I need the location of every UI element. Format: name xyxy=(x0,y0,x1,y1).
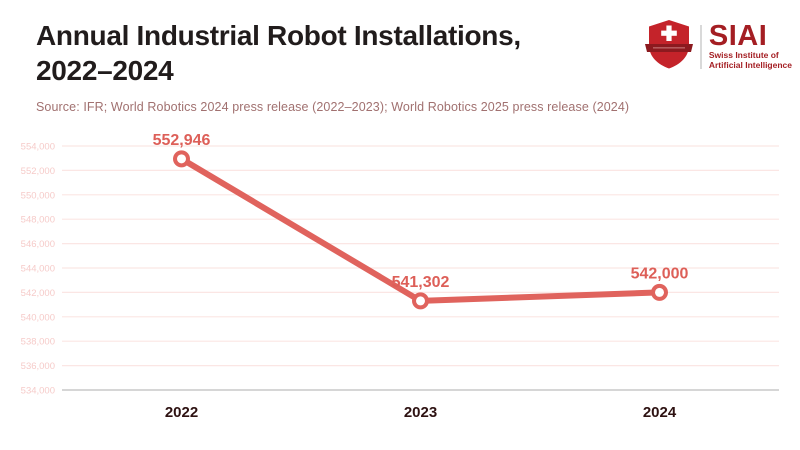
logo-subtitle-line1: Swiss Institute of xyxy=(708,50,779,60)
source-note: Source: IFR; World Robotics 2024 press r… xyxy=(36,100,630,114)
y-axis-tick-label: 546,000 xyxy=(21,239,55,250)
data-point xyxy=(173,150,190,168)
line-chart: 554,000 552,000 550,000 548,000 546,000 544,0… xyxy=(0,130,800,430)
logo-text: SIAI Swiss Institute of Artificial Intel… xyxy=(708,20,792,71)
logo-name: SIAI xyxy=(708,20,768,52)
y-axis-tick-label: 554,000 xyxy=(21,142,55,153)
page-title-line1: Annual Industrial Robot Installations, xyxy=(36,20,521,51)
chart-canvas: 554,000 552,000 550,000 548,000 546,000 544,0… xyxy=(21,132,779,421)
data-point xyxy=(651,283,668,301)
x-axis-tick-label: 2022 xyxy=(165,404,198,421)
y-axis-tick-label: 552,000 xyxy=(21,166,55,177)
y-axis-tick-label: 540,000 xyxy=(21,312,55,323)
swiss-shield-cross-icon xyxy=(644,18,693,75)
data-point-label: 552,946 xyxy=(153,132,211,149)
y-axis-tick-label: 538,000 xyxy=(21,337,55,348)
x-axis-tick-label: 2023 xyxy=(404,404,437,421)
y-axis-tick-label: 534,000 xyxy=(21,386,55,397)
logo-divider xyxy=(699,24,702,69)
y-axis-tick-label: 544,000 xyxy=(21,264,55,275)
x-axis-tick-label: 2024 xyxy=(643,404,677,421)
y-axis-tick-label: 536,000 xyxy=(21,361,55,372)
y-axis-tick-label: 548,000 xyxy=(21,215,55,226)
data-point xyxy=(412,292,429,310)
y-axis-tick-label: 542,000 xyxy=(21,288,55,299)
page-title-line2: 2022–2024 xyxy=(36,55,174,86)
y-axis-tick-label: 550,000 xyxy=(21,190,55,201)
data-point-label: 542,000 xyxy=(631,265,689,282)
logo-subtitle-line2: Artificial Intelligence xyxy=(708,60,792,70)
siai-logo: SIAI Swiss Institute of Artificial Intel… xyxy=(644,18,792,75)
page-title: Annual Industrial Robot Installations, 2… xyxy=(36,18,636,88)
data-point-label: 541,302 xyxy=(392,274,450,291)
header: Annual Industrial Robot Installations, 2… xyxy=(36,18,636,114)
